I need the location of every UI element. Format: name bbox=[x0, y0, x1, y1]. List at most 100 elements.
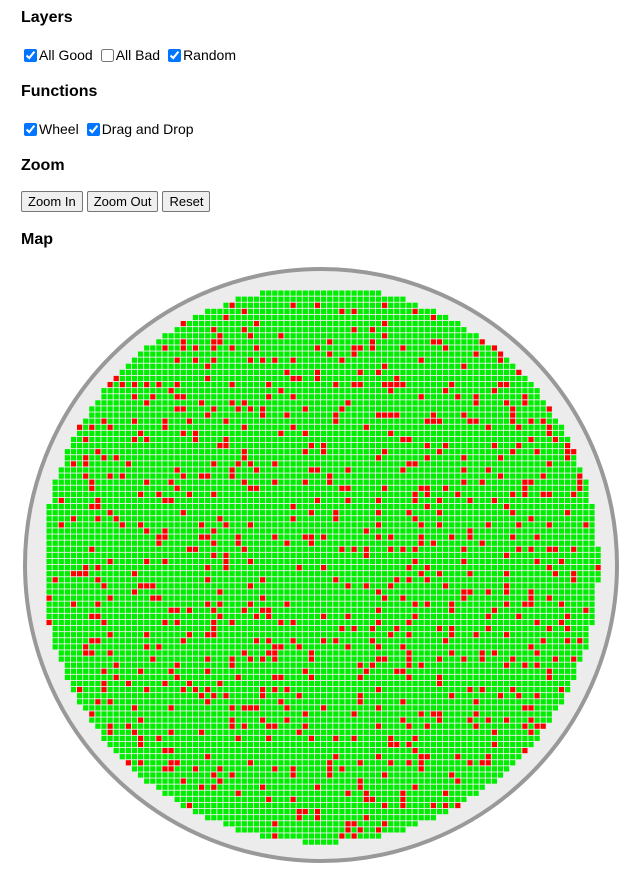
die-cell[interactable] bbox=[89, 455, 95, 461]
die-cell[interactable] bbox=[235, 430, 241, 436]
die-cell[interactable] bbox=[443, 351, 449, 357]
die-cell[interactable] bbox=[296, 619, 302, 626]
die-cell[interactable] bbox=[83, 479, 89, 485]
die-cell[interactable] bbox=[156, 540, 162, 546]
die-cell[interactable] bbox=[412, 619, 418, 626]
die-cell[interactable] bbox=[107, 540, 113, 546]
die-cell[interactable] bbox=[205, 430, 211, 436]
die-cell[interactable] bbox=[284, 308, 290, 314]
die-cell[interactable] bbox=[449, 510, 455, 516]
die-cell[interactable] bbox=[522, 497, 528, 504]
die-cell[interactable] bbox=[113, 656, 119, 662]
die-cell[interactable] bbox=[308, 339, 314, 345]
die-cell[interactable] bbox=[400, 607, 406, 613]
die-cell[interactable] bbox=[375, 650, 382, 656]
die-cell[interactable] bbox=[168, 412, 174, 418]
die-cell[interactable] bbox=[479, 626, 485, 632]
die-cell[interactable] bbox=[400, 363, 406, 369]
die-cell[interactable] bbox=[229, 558, 235, 565]
die-cell[interactable] bbox=[70, 626, 77, 632]
die-cell[interactable] bbox=[558, 607, 565, 613]
die-cell[interactable] bbox=[186, 552, 192, 558]
die-cell[interactable] bbox=[290, 607, 296, 613]
die-cell[interactable] bbox=[558, 583, 565, 589]
die-cell[interactable] bbox=[504, 363, 510, 369]
die-cell[interactable] bbox=[138, 412, 144, 418]
die-cell[interactable] bbox=[168, 430, 174, 436]
die-cell[interactable] bbox=[138, 534, 144, 540]
die-cell[interactable] bbox=[95, 583, 101, 589]
die-cell[interactable] bbox=[101, 601, 107, 607]
die-cell[interactable] bbox=[241, 345, 247, 351]
die-cell[interactable] bbox=[217, 528, 223, 534]
die-cell[interactable] bbox=[290, 406, 296, 412]
die-cell[interactable] bbox=[101, 619, 107, 626]
die-cell[interactable] bbox=[327, 369, 333, 375]
die-cell[interactable] bbox=[247, 314, 253, 321]
die-cell[interactable] bbox=[565, 473, 571, 479]
die-cell[interactable] bbox=[296, 388, 302, 394]
die-cell[interactable] bbox=[424, 436, 430, 443]
die-cell[interactable] bbox=[394, 449, 400, 455]
die-cell[interactable] bbox=[70, 491, 77, 497]
die-cell[interactable] bbox=[217, 656, 223, 662]
die-cell[interactable] bbox=[229, 308, 235, 314]
die-cell[interactable] bbox=[363, 510, 369, 516]
die-cell[interactable] bbox=[430, 589, 436, 595]
die-cell[interactable] bbox=[107, 607, 113, 613]
die-cell[interactable] bbox=[260, 528, 266, 534]
die-cell[interactable] bbox=[394, 650, 400, 656]
die-cell[interactable] bbox=[394, 400, 400, 406]
die-cell[interactable] bbox=[52, 534, 58, 540]
die-cell[interactable] bbox=[528, 656, 534, 662]
die-cell[interactable] bbox=[217, 674, 223, 680]
die-cell[interactable] bbox=[382, 467, 388, 473]
die-cell[interactable] bbox=[296, 589, 302, 595]
die-cell[interactable] bbox=[424, 656, 430, 662]
die-cell[interactable] bbox=[479, 449, 485, 455]
die-cell[interactable] bbox=[418, 552, 424, 558]
die-cell[interactable] bbox=[577, 510, 583, 516]
die-cell[interactable] bbox=[296, 626, 302, 632]
die-cell[interactable] bbox=[449, 424, 455, 430]
die-cell[interactable] bbox=[113, 400, 119, 406]
die-cell[interactable] bbox=[443, 455, 449, 461]
die-cell[interactable] bbox=[400, 546, 406, 552]
die-cell[interactable] bbox=[168, 565, 174, 571]
die-cell[interactable] bbox=[388, 339, 394, 345]
die-cell[interactable] bbox=[558, 601, 565, 607]
die-cell[interactable] bbox=[327, 449, 333, 455]
die-cell[interactable] bbox=[70, 546, 77, 552]
die-cell[interactable] bbox=[510, 461, 516, 467]
die-cell[interactable] bbox=[339, 430, 345, 436]
die-cell[interactable] bbox=[205, 351, 211, 357]
die-cell[interactable] bbox=[436, 522, 443, 528]
die-cell[interactable] bbox=[272, 302, 278, 308]
die-cell[interactable] bbox=[357, 461, 363, 467]
die-cell[interactable] bbox=[113, 504, 119, 510]
die-cell[interactable] bbox=[217, 424, 223, 430]
die-cell[interactable] bbox=[253, 497, 260, 504]
die-cell[interactable] bbox=[266, 345, 272, 351]
die-cell[interactable] bbox=[351, 308, 357, 314]
die-cell[interactable] bbox=[302, 357, 308, 363]
die-cell[interactable] bbox=[504, 601, 510, 607]
die-cell[interactable] bbox=[485, 656, 491, 662]
die-cell[interactable] bbox=[168, 668, 174, 674]
die-cell[interactable] bbox=[589, 534, 595, 540]
die-cell[interactable] bbox=[522, 510, 528, 516]
die-cell[interactable] bbox=[284, 430, 290, 436]
die-cell[interactable] bbox=[229, 375, 235, 382]
die-cell[interactable] bbox=[272, 443, 278, 449]
die-cell[interactable] bbox=[290, 424, 296, 430]
die-cell[interactable] bbox=[388, 565, 394, 571]
die-cell[interactable] bbox=[199, 656, 205, 662]
die-cell[interactable] bbox=[241, 443, 247, 449]
die-cell[interactable] bbox=[461, 351, 467, 357]
die-cell[interactable] bbox=[357, 406, 363, 412]
die-cell[interactable] bbox=[473, 455, 479, 461]
die-cell[interactable] bbox=[83, 662, 89, 668]
die-cell[interactable] bbox=[375, 339, 382, 345]
die-cell[interactable] bbox=[552, 662, 558, 668]
die-cell[interactable] bbox=[247, 516, 253, 522]
